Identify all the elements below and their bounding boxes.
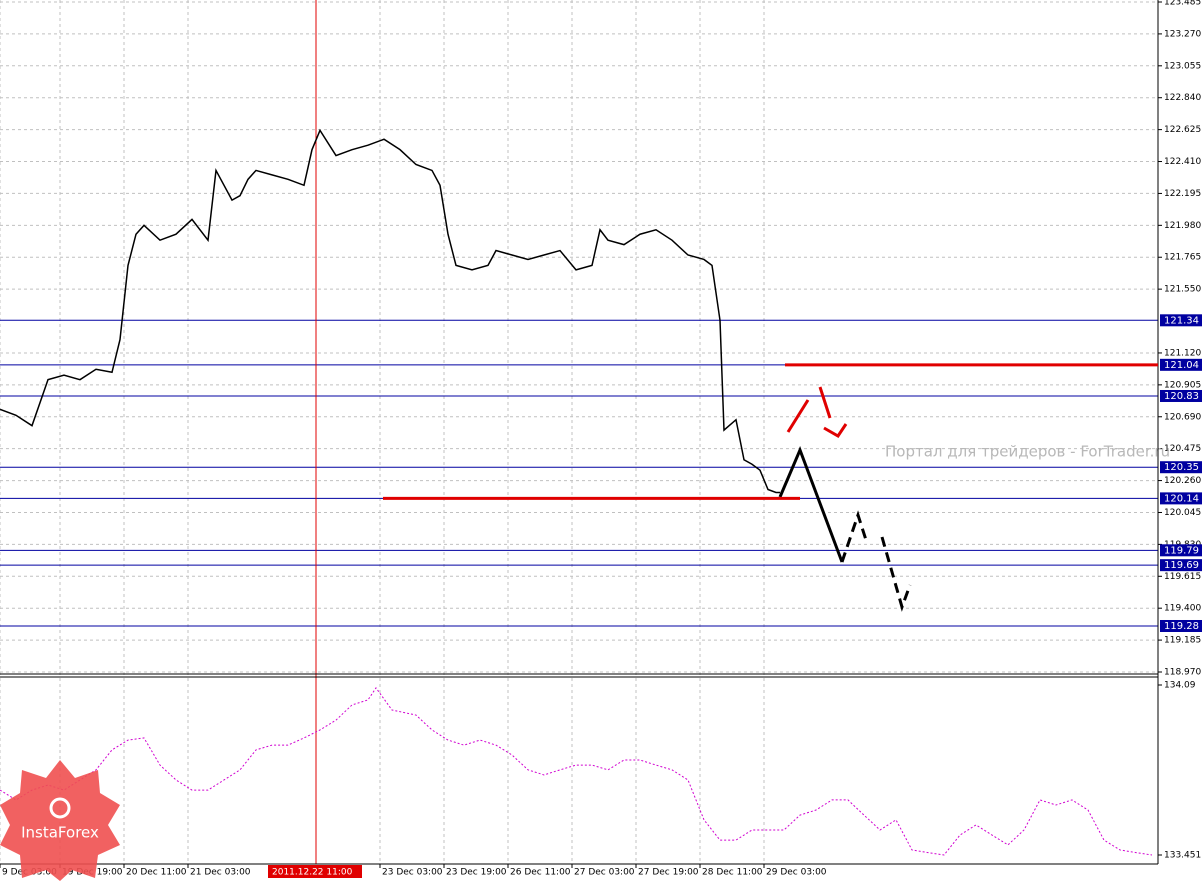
- level-tag: [1160, 492, 1202, 505]
- level-tag: [1160, 619, 1202, 632]
- y-tick-label: 120.905: [1164, 380, 1201, 390]
- price-line: [0, 687, 1153, 856]
- y-tick-label: 121.550: [1164, 285, 1201, 295]
- level-label: 120.35: [1164, 462, 1199, 473]
- forecast-path: [778, 445, 844, 563]
- y-tick-label: 121.980: [1164, 221, 1201, 231]
- x-tick-label: 23 Dec 03:00: [382, 868, 443, 878]
- y-tick-label: 119.615: [1164, 572, 1201, 582]
- y-tick-label: 120.260: [1164, 476, 1201, 486]
- forecast-path: [786, 399, 810, 433]
- level-tag: [1160, 389, 1202, 402]
- y-tick-label: 119.185: [1164, 636, 1201, 646]
- logo: InstaForex: [0, 760, 120, 881]
- y-tick-label: 120.475: [1164, 444, 1201, 454]
- forecast-path: [823, 423, 848, 438]
- x-tick-label: 21 Dec 03:00: [190, 868, 251, 878]
- y-tick-label: 123.270: [1164, 29, 1201, 39]
- x-tick-label: 27 Dec 19:00: [638, 868, 699, 878]
- y-tick-label: 122.625: [1164, 125, 1201, 135]
- level-tag: [1160, 358, 1202, 371]
- level-label: 119.69: [1164, 560, 1199, 571]
- forecast-red: [786, 386, 848, 438]
- y-tick-label: 133.451: [1164, 851, 1201, 861]
- level-tag: [1160, 314, 1202, 327]
- y-tick-label: 123.485: [1164, 0, 1201, 8]
- cursor-tag: [268, 865, 362, 878]
- cursor-label: 2011.12.22 11:00: [272, 868, 353, 878]
- level-label: 119.79: [1164, 545, 1199, 556]
- x-tick-label: 20 Dec 11:00: [126, 868, 187, 878]
- x-tick-label: 26 Dec 11:00: [510, 868, 571, 878]
- watermark: Портал для трейдеров - ForTrader.ru: [885, 443, 1170, 461]
- y-tick-label: 134.09: [1164, 681, 1196, 691]
- forecast-black: [778, 445, 912, 612]
- overlay: 121.34 121.04 120.83 120.35 120.14 119.79 119.…: [268, 314, 1202, 878]
- y-tick-label: 119.400: [1164, 604, 1201, 614]
- level-tag: [1160, 559, 1202, 572]
- level-label: 121.34: [1164, 315, 1199, 326]
- y-tick-label: 118.970: [1164, 668, 1201, 678]
- y-tick-label: 122.195: [1164, 189, 1201, 199]
- y-tick-label: 120.045: [1164, 508, 1201, 518]
- x-tick-label: 28 Dec 11:00: [702, 868, 763, 878]
- x-tick-label: 29 Dec 03:00: [766, 868, 827, 878]
- y-tick-label: 122.840: [1164, 93, 1201, 103]
- y-tick-label: 123.055: [1164, 61, 1201, 71]
- logo-text: InstaForex: [21, 824, 99, 842]
- logo-badge: [0, 760, 120, 881]
- price-line: [0, 128, 780, 494]
- x-tick-label: 23 Dec 19:00: [446, 868, 507, 878]
- forecast-path: [818, 386, 832, 419]
- level-label: 120.83: [1164, 391, 1199, 402]
- y-tick-label: 121.765: [1164, 253, 1201, 263]
- level-tag: [1160, 461, 1202, 474]
- logo-icon: [49, 797, 71, 819]
- y-tick-label: 120.690: [1164, 412, 1201, 422]
- level-tag: [1160, 544, 1202, 557]
- y-tick-label: 121.120: [1164, 348, 1201, 358]
- x-tick-label: 27 Dec 03:00: [574, 868, 635, 878]
- level-label: 119.28: [1164, 621, 1199, 632]
- y-tick-label: 122.410: [1164, 157, 1201, 167]
- forecast-path: [880, 536, 912, 612]
- level-label: 121.04: [1164, 360, 1199, 371]
- level-label: 120.14: [1164, 493, 1199, 504]
- forecast-path: [840, 510, 868, 563]
